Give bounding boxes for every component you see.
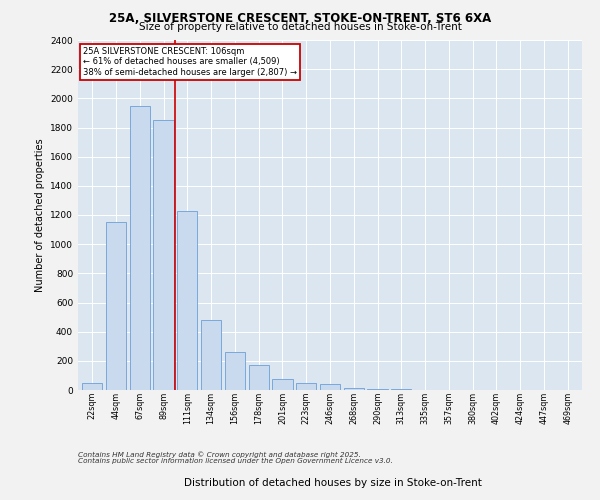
Bar (320, 384, 340, 390)
Bar (154, 120, 173, 390)
Bar (130, 106, 150, 390)
Text: Distribution of detached houses by size in Stoke-on-Trent: Distribution of detached houses by size … (184, 478, 482, 488)
Bar (201, 320, 221, 390)
Bar (225, 352, 245, 390)
Bar (367, 388, 388, 390)
Text: 25A SILVERSTONE CRESCENT: 106sqm
← 61% of detached houses are smaller (4,509)
38: 25A SILVERSTONE CRESCENT: 106sqm ← 61% o… (83, 47, 297, 77)
Text: Contains public sector information licensed under the Open Government Licence v3: Contains public sector information licen… (78, 458, 393, 464)
Bar (82, 382, 103, 390)
Bar (177, 210, 197, 390)
Bar (106, 222, 126, 390)
Text: Contains HM Land Registry data © Crown copyright and database right 2025.: Contains HM Land Registry data © Crown c… (78, 451, 361, 458)
Bar (248, 365, 269, 390)
Bar (296, 382, 316, 390)
Text: 25A, SILVERSTONE CRESCENT, STOKE-ON-TRENT, ST6 6XA: 25A, SILVERSTONE CRESCENT, STOKE-ON-TREN… (109, 12, 491, 26)
Bar (344, 388, 364, 390)
Bar (272, 379, 293, 390)
Text: Size of property relative to detached houses in Stoke-on-Trent: Size of property relative to detached ho… (139, 22, 461, 32)
Y-axis label: Number of detached properties: Number of detached properties (35, 138, 44, 292)
